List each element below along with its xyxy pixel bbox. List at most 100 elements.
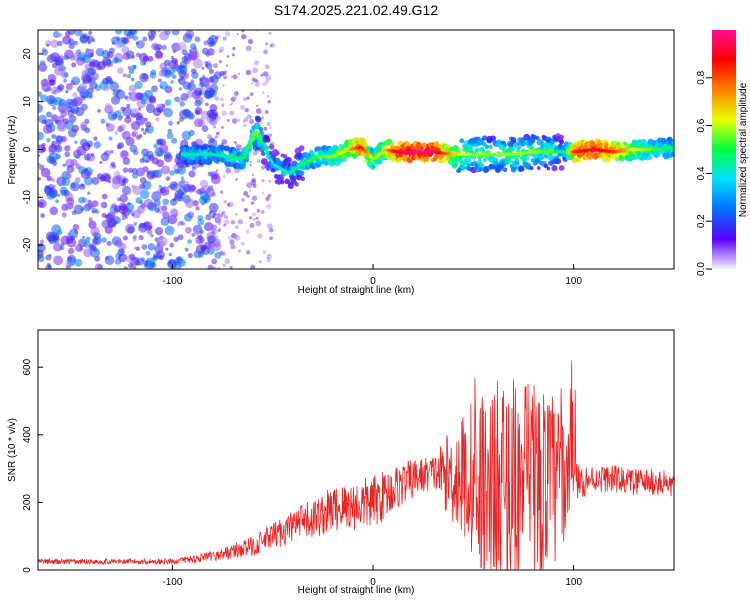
noise-speckle xyxy=(78,196,86,204)
noise-speckle xyxy=(110,150,114,154)
ridge-core-point xyxy=(245,149,249,153)
ridge-point xyxy=(300,176,306,181)
noise-speckle xyxy=(248,216,253,220)
noise-speckle xyxy=(171,30,180,36)
noise-speckle xyxy=(187,252,193,259)
noise-speckle xyxy=(261,179,265,183)
noise-speckle xyxy=(184,247,189,252)
noise-speckle xyxy=(38,249,44,260)
noise-speckle xyxy=(262,250,267,255)
noise-speckle xyxy=(114,130,119,135)
noise-speckle xyxy=(51,134,57,139)
noise-speckle xyxy=(135,196,143,204)
noise-speckle xyxy=(122,73,127,78)
noise-speckle xyxy=(46,137,51,143)
ridge-core-point xyxy=(251,136,255,140)
noise-speckle xyxy=(170,208,179,217)
noise-speckle xyxy=(218,49,222,53)
ridge-point xyxy=(294,182,299,187)
noise-speckle xyxy=(187,82,196,91)
noise-speckle xyxy=(255,108,262,114)
noise-speckle xyxy=(213,63,219,69)
noise-speckle xyxy=(183,213,193,222)
noise-speckle xyxy=(211,229,218,235)
noise-speckle xyxy=(110,80,114,85)
noise-speckle xyxy=(191,166,196,171)
ridge-point xyxy=(268,144,275,150)
noise-speckle xyxy=(218,222,222,226)
noise-speckle xyxy=(54,119,59,124)
noise-speckle xyxy=(245,45,252,52)
noise-speckle xyxy=(178,41,187,51)
noise-speckle xyxy=(110,161,116,167)
noise-speckle xyxy=(70,158,78,167)
noise-speckle xyxy=(62,35,72,45)
noise-speckle xyxy=(232,74,238,80)
noise-speckle xyxy=(252,67,258,74)
noise-speckle xyxy=(188,129,195,136)
colorbar-tick-label: 0.0 xyxy=(696,262,707,276)
noise-speckle xyxy=(255,216,259,220)
noise-speckle xyxy=(168,59,179,70)
noise-speckle xyxy=(230,220,236,225)
noise-speckle xyxy=(38,198,47,209)
noise-speckle xyxy=(178,87,182,91)
noise-speckle xyxy=(52,162,57,167)
noise-speckle xyxy=(101,172,111,182)
ridge-core-point xyxy=(267,154,271,158)
noise-speckle xyxy=(234,225,239,230)
noise-speckle xyxy=(123,266,129,269)
noise-speckle xyxy=(249,163,252,167)
noise-speckle xyxy=(264,64,270,70)
noise-speckle xyxy=(118,253,128,263)
noise-speckle xyxy=(258,260,262,264)
noise-speckle xyxy=(143,198,154,209)
noise-speckle xyxy=(214,96,220,101)
noise-speckle xyxy=(227,235,233,240)
noise-speckle xyxy=(144,128,149,133)
noise-speckle xyxy=(153,169,163,179)
noise-speckle xyxy=(46,175,53,182)
noise-speckle xyxy=(261,116,264,119)
noise-speckle xyxy=(124,116,132,124)
noise-speckle xyxy=(168,120,174,126)
noise-speckle xyxy=(112,216,121,225)
noise-speckle xyxy=(216,131,220,136)
noise-speckle xyxy=(38,103,44,113)
snr-frame xyxy=(37,329,675,571)
ridge-core-point xyxy=(249,139,254,143)
noise-speckle xyxy=(246,96,250,100)
ridge-point xyxy=(559,134,565,140)
noise-speckle xyxy=(131,64,137,71)
noise-speckle xyxy=(268,180,271,183)
noise-speckle xyxy=(83,240,91,248)
noise-speckle xyxy=(149,72,157,79)
noise-speckle xyxy=(104,150,111,157)
ridge-point xyxy=(205,158,213,166)
noise-speckle xyxy=(117,142,125,149)
ridge-core-point xyxy=(256,131,260,135)
noise-speckle xyxy=(121,217,125,221)
ridge-point xyxy=(490,164,496,170)
noise-speckle xyxy=(133,246,138,250)
noise-speckle xyxy=(154,207,160,213)
noise-speckle xyxy=(211,109,215,113)
noise-speckle xyxy=(194,99,202,107)
ridge-core-point xyxy=(243,152,247,156)
noise-speckle xyxy=(241,197,246,202)
noise-speckle xyxy=(180,178,186,183)
noise-speckle xyxy=(252,77,257,83)
y-tick-label: 200 xyxy=(22,494,33,511)
noise-speckle xyxy=(64,98,75,108)
noise-speckle xyxy=(241,33,247,40)
noise-speckle xyxy=(231,102,234,105)
noise-speckle xyxy=(132,235,137,240)
noise-speckle xyxy=(61,177,71,187)
noise-speckle xyxy=(138,222,148,233)
noise-speckle xyxy=(83,248,93,258)
x-tick-label: -100 xyxy=(162,577,182,588)
snr-xlabel: Height of straight line (km) xyxy=(298,585,415,596)
colorbar: 0.0 0.2 0.4 0.6 0.8 Normalized spectral ampl… xyxy=(696,30,749,276)
noise-speckle xyxy=(172,50,176,54)
noise-speckle xyxy=(130,120,141,131)
